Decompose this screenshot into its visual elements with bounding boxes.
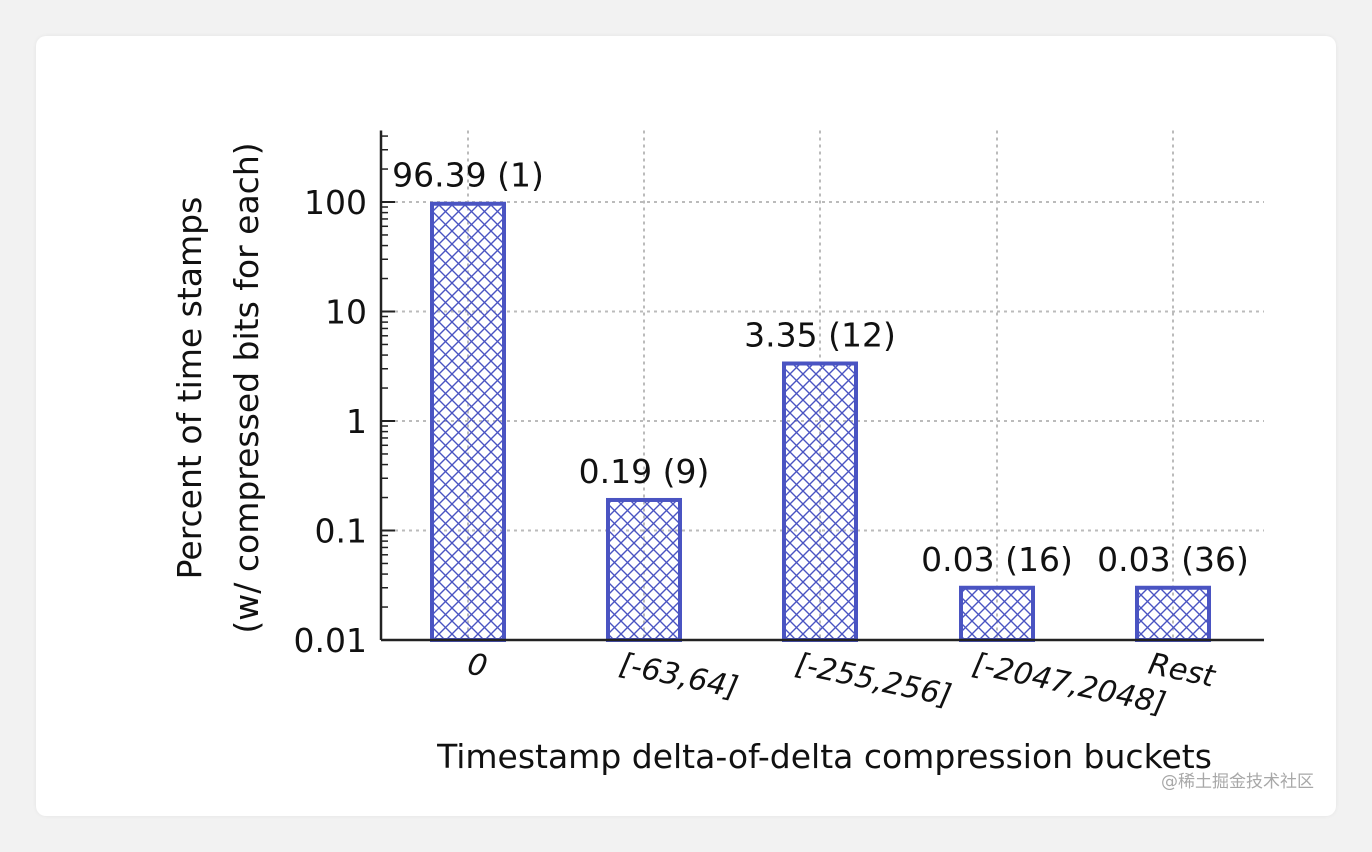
watermark: @稀土掘金技术社区: [1161, 772, 1314, 792]
x-axis-label: Timestamp delta-of-delta compression buc…: [436, 737, 1212, 776]
chart-card: 96.39 (1) 0.19 (9) 3.35 (12) 0.03 (16) 0.03 …: [36, 36, 1336, 816]
y-tick-label: 100: [304, 183, 367, 222]
bars: [430, 201, 1211, 643]
bar: [782, 361, 858, 642]
data-label: 0.03 (16): [921, 540, 1073, 579]
y-tick-label: 0.1: [315, 512, 367, 551]
bar: [606, 497, 682, 642]
bar: [430, 201, 506, 642]
x-tick-label: [-255,256]: [792, 647, 954, 714]
y-tick-label: 0.01: [294, 621, 367, 660]
y-tick-label: 10: [325, 293, 367, 332]
y-axis-label: (w/ compressed bits for each): [227, 142, 266, 633]
bar: [1135, 585, 1211, 643]
bar-chart: 96.39 (1) 0.19 (9) 3.35 (12) 0.03 (16) 0.03 …: [170, 130, 1264, 776]
y-tick-label: 1: [346, 402, 367, 441]
data-label: 3.35 (12): [744, 316, 896, 355]
labels: 96.39 (1) 0.19 (9) 3.35 (12) 0.03 (16) 0.03 …: [170, 142, 1249, 776]
data-label: 0.03 (36): [1097, 540, 1249, 579]
data-label: 0.19 (9): [579, 452, 710, 491]
x-tick-label: [-63,64]: [616, 647, 741, 706]
data-label: 96.39 (1): [392, 156, 544, 195]
axes: [379, 130, 1264, 642]
bar: [959, 585, 1035, 643]
x-tick-label: [-2047,2048]: [969, 647, 1168, 722]
x-tick-label: 0: [464, 647, 490, 685]
y-axis-label: Percent of time stamps: [170, 197, 209, 580]
